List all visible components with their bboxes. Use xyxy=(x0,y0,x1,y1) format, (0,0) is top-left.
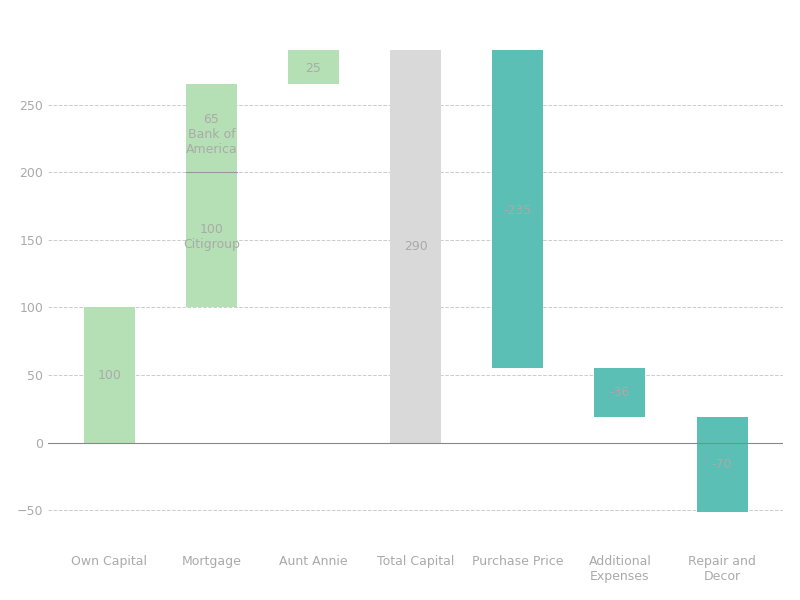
Bar xyxy=(492,50,543,368)
Bar xyxy=(288,50,339,85)
Bar xyxy=(594,368,646,417)
Bar xyxy=(390,50,442,443)
Bar xyxy=(84,307,135,443)
Text: 100: 100 xyxy=(98,368,122,382)
Text: 65
Bank of
America: 65 Bank of America xyxy=(186,113,238,156)
Text: 290: 290 xyxy=(404,240,427,253)
Bar xyxy=(186,85,237,172)
Text: 25: 25 xyxy=(306,62,322,74)
Text: 100
Citigroup: 100 Citigroup xyxy=(183,223,240,251)
Bar xyxy=(186,172,237,307)
Text: -36: -36 xyxy=(610,386,630,399)
Bar xyxy=(697,417,747,512)
Text: -235: -235 xyxy=(504,203,532,217)
Text: -70: -70 xyxy=(712,458,732,471)
